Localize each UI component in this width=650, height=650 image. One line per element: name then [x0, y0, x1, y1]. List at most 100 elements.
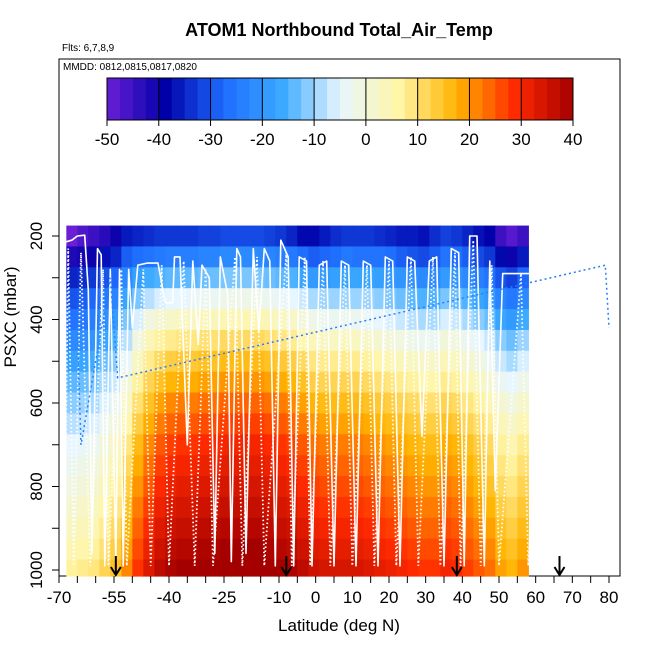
- heatmap-cell: [308, 392, 320, 415]
- heatmap-cell: [374, 288, 386, 310]
- heatmap-cell: [440, 538, 452, 561]
- heatmap-cell: [385, 476, 397, 498]
- heatmap-cell: [319, 225, 331, 248]
- heatmap-cell: [264, 225, 276, 248]
- heatmap-cell: [374, 392, 386, 415]
- heatmap-cell: [264, 371, 276, 394]
- colorbar-segment: [107, 78, 121, 120]
- heatmap-cell: [440, 392, 452, 415]
- heatmap-cell: [396, 267, 408, 289]
- heatmap-cell: [209, 350, 221, 373]
- heatmap-cell: [517, 225, 529, 248]
- heatmap-cell: [429, 288, 441, 310]
- heatmap-cell: [330, 225, 342, 248]
- dates-label: MMDD: 0812,0815,0817,0820: [63, 62, 197, 73]
- heatmap-cell: [396, 309, 408, 331]
- heatmap-cell: [77, 267, 89, 289]
- heatmap-cell: [77, 392, 89, 415]
- heatmap-cell: [352, 371, 364, 394]
- heatmap-cell: [440, 517, 452, 540]
- heatmap-cell: [88, 309, 100, 331]
- heatmap-cell: [88, 225, 100, 248]
- heatmap-cell: [429, 225, 441, 248]
- heatmap-cell: [396, 225, 408, 248]
- heatmap-cell: [484, 538, 496, 561]
- heatmap-cell: [187, 309, 199, 331]
- colorbar-segment: [547, 78, 561, 120]
- heatmap-cell: [308, 517, 320, 540]
- heatmap-cell: [297, 559, 309, 577]
- heatmap-cell: [121, 392, 133, 415]
- heatmap-cell: [495, 371, 507, 394]
- heatmap-cell: [143, 559, 155, 577]
- heatmap-cell: [297, 496, 309, 519]
- heatmap-cell: [341, 455, 353, 477]
- heatmap-cell: [220, 538, 232, 561]
- heatmap-cell: [165, 350, 177, 373]
- heatmap-cell: [363, 267, 375, 289]
- heatmap-cell: [517, 246, 529, 268]
- colorbar-segment: [391, 78, 406, 120]
- colorbar-segment: [236, 78, 250, 120]
- heatmap-cell: [440, 371, 452, 394]
- heatmap-cell: [418, 350, 430, 373]
- heatmap-cell: [396, 559, 408, 577]
- colorbar-segment: [443, 78, 457, 120]
- colorbar: -50 -40 -30 -20 -10 0 10 20 30 40: [95, 77, 582, 149]
- heatmap-cell: [484, 309, 496, 331]
- colorbar-segment: [521, 78, 535, 120]
- heatmap-cell: [253, 392, 265, 415]
- heatmap-cell: [121, 246, 133, 268]
- heatmap-cell: [231, 225, 243, 248]
- heatmap-cell: [440, 267, 452, 289]
- colorbar-segment: [482, 78, 496, 120]
- heatmap-cell: [297, 476, 309, 498]
- heatmap-cell: [374, 559, 386, 577]
- heatmap-cell: [352, 413, 364, 435]
- heatmap-cell: [462, 413, 474, 435]
- heatmap-cell: [220, 392, 232, 415]
- heatmap-cell: [99, 267, 111, 289]
- heatmap-cell: [66, 267, 78, 289]
- colorbar-segment: [365, 78, 380, 120]
- heatmap-cell: [473, 225, 485, 248]
- heatmap-cell: [484, 392, 496, 415]
- heatmap-cell: [341, 267, 353, 289]
- heatmap-cell: [396, 413, 408, 435]
- heatmap-cell: [407, 309, 419, 331]
- heatmap-cell: [418, 538, 430, 561]
- heatmap-cell: [121, 413, 133, 435]
- heatmap-cell: [275, 496, 287, 519]
- heatmap-cell: [253, 434, 265, 456]
- heatmap-cell: [330, 517, 342, 540]
- marker-arrow-head: [553, 566, 566, 577]
- heatmap-cell: [187, 392, 199, 415]
- heatmap-cell: [132, 517, 144, 540]
- heatmap-cell: [220, 288, 232, 310]
- heatmap-cell: [176, 413, 188, 435]
- heatmap-cell: [506, 559, 518, 577]
- heatmap-cell: [187, 455, 199, 477]
- heatmap-cell: [440, 350, 452, 373]
- heatmap-cell: [396, 288, 408, 310]
- flights-label: Flts: 6,7,8,9: [62, 43, 115, 54]
- heatmap-cell: [385, 517, 397, 540]
- colorbar-segment: [430, 78, 445, 120]
- heatmap-cell: [495, 496, 507, 519]
- heatmap-cell: [121, 288, 133, 310]
- heatmap-cell: [110, 267, 122, 289]
- heatmap-cell: [253, 476, 265, 498]
- colorbar-segment: [132, 78, 147, 120]
- heatmap-cell: [198, 246, 210, 268]
- marker-arrow-head: [280, 566, 293, 577]
- heatmap-cell: [99, 476, 111, 498]
- heatmap-cell: [341, 371, 353, 394]
- heatmap-cell: [231, 329, 243, 352]
- marker-arrows: [109, 556, 566, 577]
- heatmap-cell: [495, 455, 507, 477]
- heatmap-cell: [330, 329, 342, 352]
- heatmap-cell: [286, 246, 298, 268]
- heatmap-cell: [363, 288, 375, 310]
- heatmap-cell: [407, 496, 419, 519]
- heatmap-cell: [165, 476, 177, 498]
